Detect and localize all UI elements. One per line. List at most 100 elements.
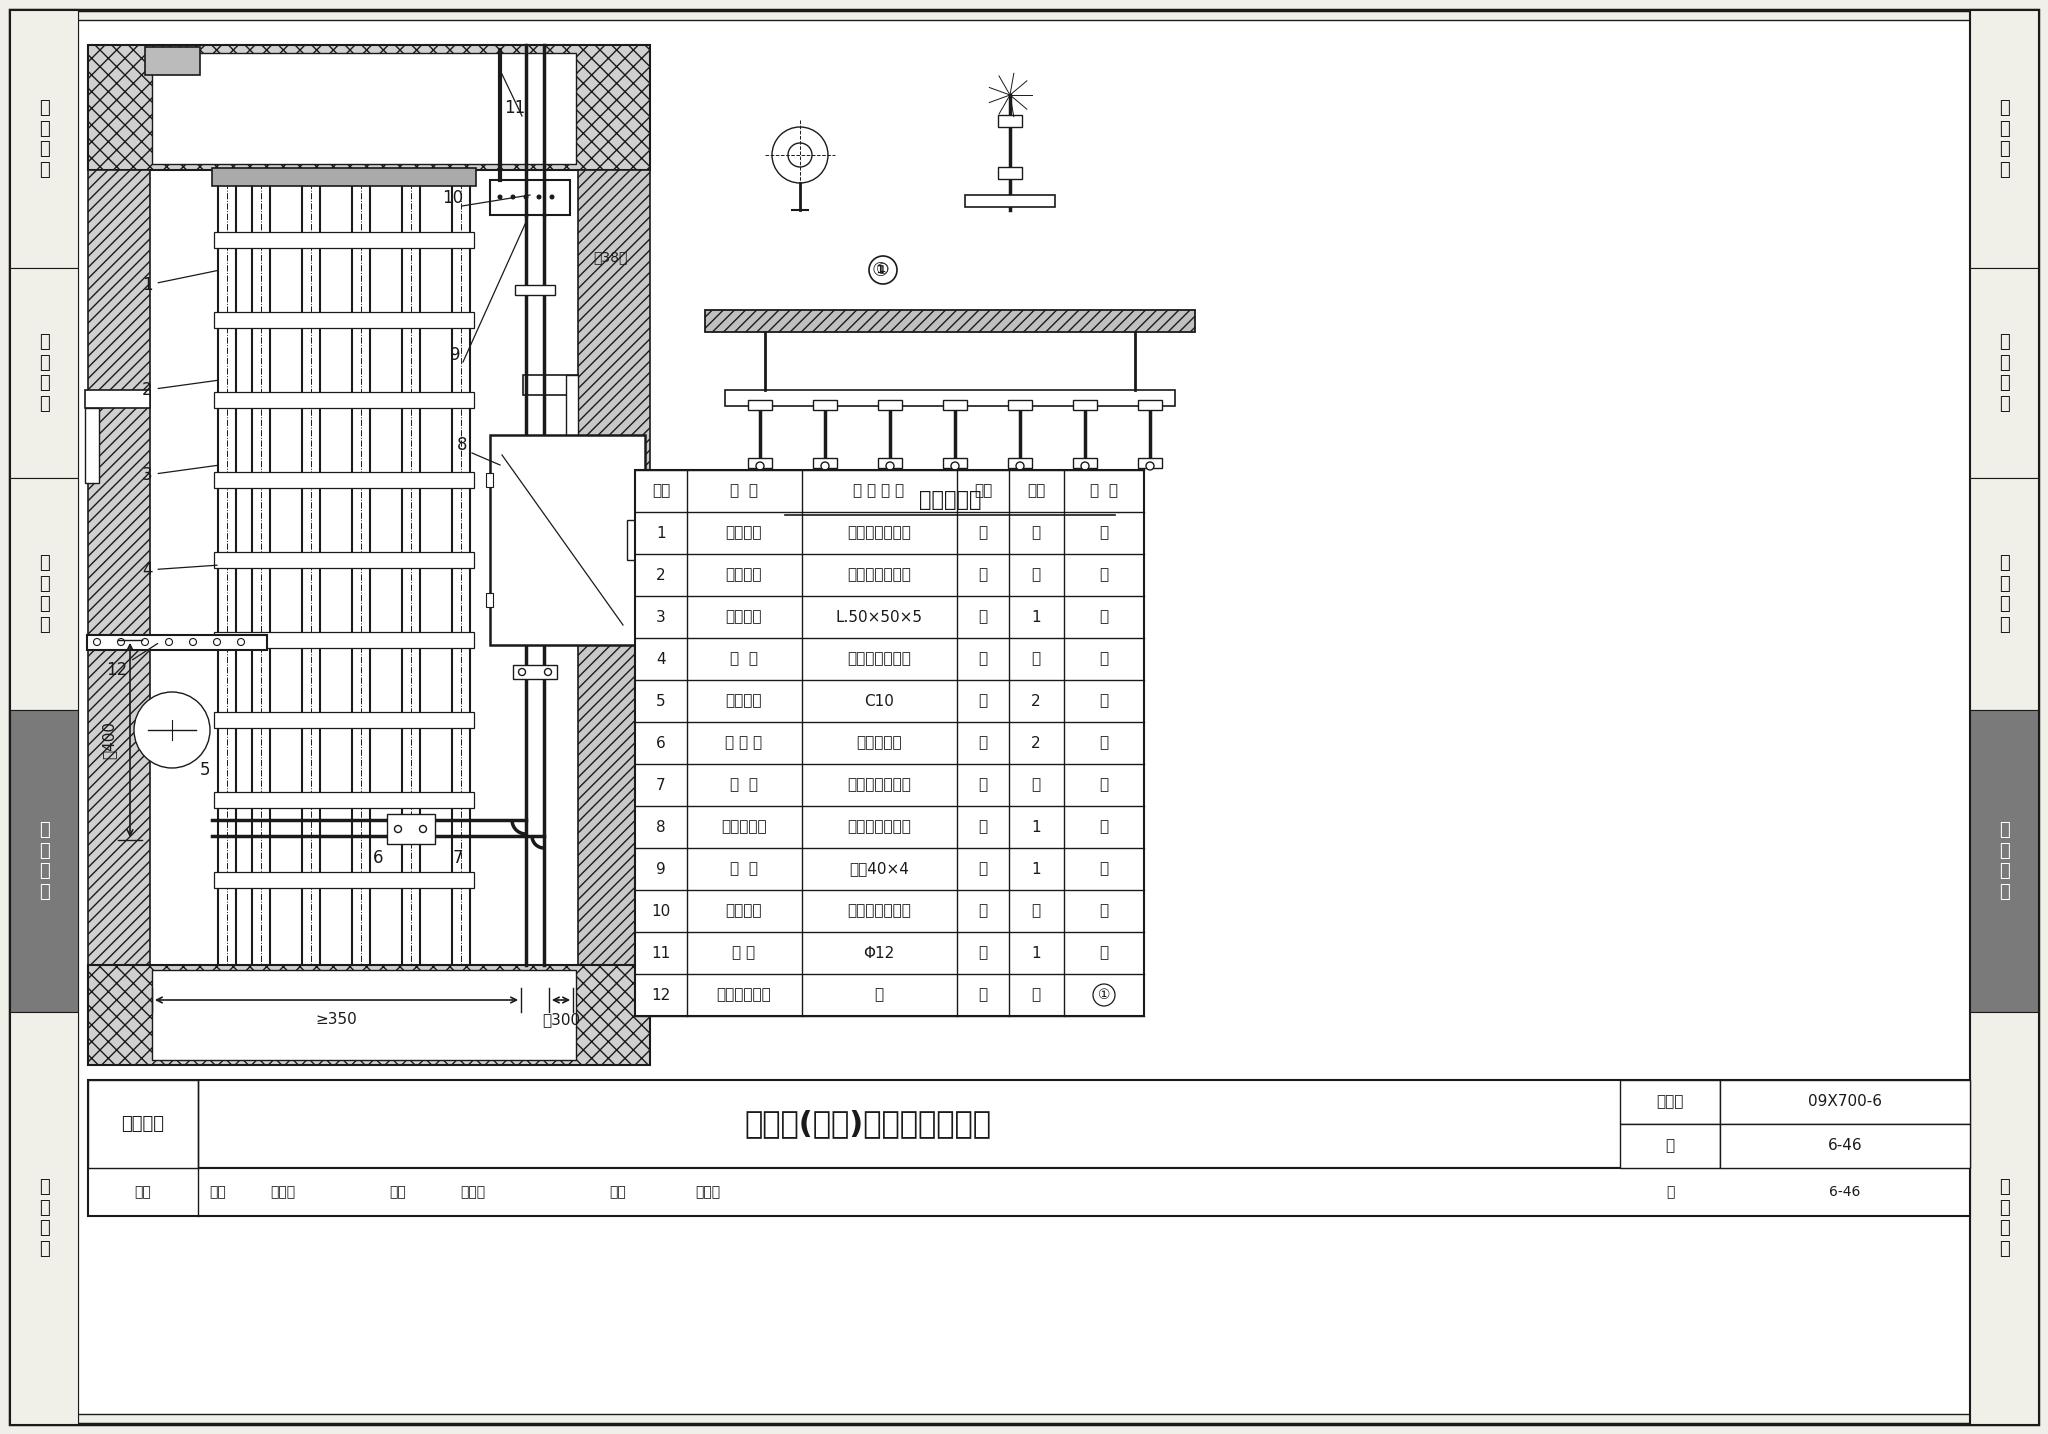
- Text: －: －: [979, 525, 987, 541]
- Bar: [145, 47, 201, 75]
- Circle shape: [887, 462, 895, 470]
- Text: 弱电间(竖井)内接地端子做法: 弱电间(竖井)内接地端子做法: [745, 1110, 991, 1139]
- Text: 个: 个: [979, 736, 987, 750]
- Text: －: －: [1100, 694, 1108, 708]
- Text: －: －: [1100, 862, 1108, 876]
- Bar: [879, 457, 901, 467]
- Bar: [512, 665, 557, 680]
- Text: 由工程设计确定: 由工程设计确定: [848, 819, 911, 835]
- Text: ①: ①: [1098, 988, 1110, 1002]
- Text: 设
备
安
装: 设 备 安 装: [1999, 820, 2009, 901]
- Bar: [213, 632, 473, 648]
- Bar: [1970, 10, 2038, 268]
- Circle shape: [238, 638, 244, 645]
- Text: 个: 个: [979, 609, 987, 624]
- Text: 根: 根: [979, 945, 987, 961]
- Bar: [813, 457, 838, 467]
- Text: 页: 页: [1665, 1184, 1673, 1199]
- Circle shape: [772, 128, 827, 184]
- Bar: [10, 10, 78, 1424]
- Bar: [1970, 478, 2038, 710]
- Bar: [997, 115, 1022, 128]
- Bar: [1970, 710, 2038, 1012]
- Text: 10: 10: [651, 903, 670, 919]
- Bar: [213, 872, 473, 888]
- Text: 由工程设计确定: 由工程设计确定: [848, 568, 911, 582]
- Bar: [213, 552, 473, 568]
- Text: －: －: [874, 988, 883, 1002]
- Text: 备  注: 备 注: [1090, 483, 1118, 499]
- Bar: [627, 521, 637, 561]
- Bar: [213, 313, 473, 328]
- Circle shape: [420, 826, 426, 833]
- Bar: [1620, 1080, 1720, 1124]
- Circle shape: [545, 668, 551, 675]
- Bar: [942, 400, 967, 410]
- Text: －: －: [1100, 609, 1108, 624]
- Bar: [152, 969, 575, 1060]
- Bar: [88, 1080, 1970, 1169]
- Bar: [10, 10, 78, 268]
- Bar: [725, 390, 1176, 406]
- Text: ≥350: ≥350: [315, 1012, 356, 1028]
- Circle shape: [950, 462, 958, 470]
- Circle shape: [213, 638, 221, 645]
- Bar: [86, 409, 98, 483]
- Text: 电  缆: 电 缆: [729, 651, 758, 667]
- Text: 2: 2: [1032, 736, 1040, 750]
- Text: －: －: [1032, 525, 1040, 541]
- Text: －: －: [979, 988, 987, 1002]
- Text: 1: 1: [1032, 609, 1040, 624]
- Text: 设计: 设计: [610, 1184, 627, 1199]
- Text: 金属线槽: 金属线槽: [725, 903, 762, 919]
- Bar: [10, 710, 78, 1012]
- Circle shape: [190, 638, 197, 645]
- Bar: [522, 531, 578, 551]
- Bar: [565, 531, 578, 609]
- Text: 槽钢支架: 槽钢支架: [725, 694, 762, 708]
- Text: 8: 8: [655, 819, 666, 835]
- Text: 支  架: 支 架: [729, 862, 758, 876]
- Bar: [1008, 400, 1032, 410]
- Text: ①: ①: [877, 262, 889, 278]
- Bar: [1073, 400, 1098, 410]
- Bar: [1139, 457, 1161, 467]
- Text: 个: 个: [979, 862, 987, 876]
- Text: 接地干线: 接地干线: [725, 568, 762, 582]
- Bar: [705, 310, 1194, 333]
- Text: 11: 11: [651, 945, 670, 961]
- Text: 6: 6: [655, 736, 666, 750]
- Text: 9: 9: [655, 862, 666, 876]
- Bar: [213, 713, 473, 728]
- Text: 1: 1: [1032, 862, 1040, 876]
- Text: 2: 2: [655, 568, 666, 582]
- Text: 缆
线
敷
设: 缆 线 敷 设: [39, 554, 49, 634]
- Text: Φ12: Φ12: [864, 945, 895, 961]
- Text: －: －: [979, 777, 987, 793]
- Text: C10: C10: [864, 694, 893, 708]
- Circle shape: [1016, 462, 1024, 470]
- Bar: [213, 792, 473, 807]
- Text: －: －: [1032, 988, 1040, 1002]
- Text: 王学军: 王学军: [696, 1184, 721, 1199]
- Circle shape: [524, 195, 528, 199]
- Text: 设备安装: 设备安装: [121, 1116, 164, 1133]
- Bar: [213, 168, 475, 186]
- Text: 型 号 规 格: 型 号 规 格: [854, 483, 905, 499]
- Bar: [88, 171, 150, 965]
- Bar: [213, 472, 473, 488]
- Circle shape: [788, 143, 811, 166]
- Text: －: －: [1032, 568, 1040, 582]
- Circle shape: [133, 693, 211, 769]
- Text: 接地端子板: 接地端子板: [920, 490, 981, 511]
- Text: 1: 1: [1032, 945, 1040, 961]
- Bar: [1073, 457, 1098, 467]
- Text: －: －: [1100, 819, 1108, 835]
- Bar: [152, 53, 575, 163]
- Text: －: －: [1100, 777, 1108, 793]
- Text: －: －: [979, 903, 987, 919]
- Text: 审核: 审核: [209, 1184, 227, 1199]
- Text: 序号: 序号: [651, 483, 670, 499]
- Bar: [10, 1012, 78, 1424]
- Circle shape: [94, 638, 100, 645]
